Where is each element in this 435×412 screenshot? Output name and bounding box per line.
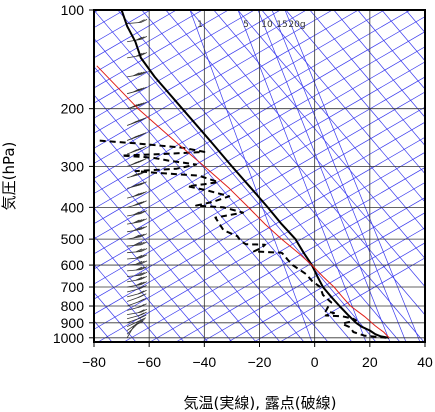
wind-barb [126,86,147,95]
isotherm-line [94,10,203,74]
y-tick-label: 600 [61,257,85,273]
y-tick-label: 100 [61,2,85,18]
wind-barb [126,145,147,155]
mixing-ratio-label: 1 [197,20,203,30]
wind-barb [126,117,147,126]
y-tick-label: 500 [61,231,85,247]
isotherm-line [94,76,425,270]
wind-barb [126,319,145,331]
x-tick-label: −80 [82,354,106,370]
wind-barb [126,293,147,302]
wind-barb [127,218,148,225]
wind-barb [126,132,147,141]
wind-barb [127,276,148,283]
y-tick-label: 700 [61,279,85,295]
dry-adiabat-line [285,10,425,175]
temperature-line [120,10,390,339]
wind-barb [126,191,147,199]
wind-barb [127,254,148,260]
wind-barb [126,314,147,324]
wind-barb [127,226,148,233]
dry-adiabat-line [357,10,425,90]
y-tick-label: 1000 [53,330,84,346]
y-tick-label: 200 [61,101,85,117]
isotherm-line [94,10,229,89]
isotherm-line [94,10,359,164]
wind-barb [127,248,148,254]
dry-adiabat-line [309,10,425,147]
isotherm-line [94,10,255,104]
wind-barb [126,158,147,167]
wind-barb [126,101,147,110]
wind-barb [126,289,147,298]
x-tick-label: 20 [362,354,378,370]
isotherm-line [94,16,425,210]
x-tick-label: −40 [192,354,216,370]
dry-adiabat-line [237,10,425,231]
dew-point-line [96,139,387,339]
wind-barb [127,308,148,316]
isotherm-line [94,10,385,179]
parcel-reference-line [96,65,390,339]
wind-barb [126,181,147,189]
mixing-ratio-label: 20g [288,20,305,30]
dry-adiabat-line [333,10,425,118]
wind-barb [127,71,148,78]
isotherm-line [94,91,425,285]
x-tick-label: −20 [248,354,272,370]
isotherm-line [94,61,425,255]
wind-barb [126,311,147,320]
mixing-ratio-label: 10 [261,20,273,30]
x-axis-title: 気温(実線), 露点(破線) [184,394,337,412]
wind-barb [127,260,148,266]
y-axis-title: 気圧(hPa) [0,142,18,211]
isotherm-line [94,10,281,119]
mixing-ratio-label: 5 [243,20,249,30]
wind-barb [127,241,148,247]
isotherm-line [94,10,307,134]
wind-barb [126,320,144,335]
mixing-ratio-labels: 1 5 10 15 20g [197,20,305,30]
wind-barb [126,303,147,311]
wind-barb [127,281,148,288]
y-tick-label: 300 [61,158,85,174]
wind-barbs [126,10,148,338]
wind-barb [126,285,147,293]
mixing-ratio-label: 15 [276,20,287,30]
x-tick-label: 0 [311,354,319,370]
dry-adiabat-line [213,10,425,260]
isotherm-line [94,31,425,225]
wind-barb [127,210,148,217]
profile-series [96,10,390,339]
wind-barb [127,233,148,240]
wind-barb [127,271,148,277]
x-axis-ticks: −80 −60 −40 −20 0 20 40 [82,342,433,370]
y-tick-label: 800 [61,298,85,314]
y-tick-label: 400 [61,199,85,215]
wind-barb [126,297,147,307]
x-tick-label: 40 [417,354,433,370]
wind-barb [126,317,146,328]
y-tick-label: 900 [61,315,85,331]
dry-adiabat-line [261,10,425,203]
wind-barb [127,266,148,272]
wind-barb [127,18,148,24]
x-tick-label: −60 [137,354,161,370]
wind-barb [126,200,147,208]
